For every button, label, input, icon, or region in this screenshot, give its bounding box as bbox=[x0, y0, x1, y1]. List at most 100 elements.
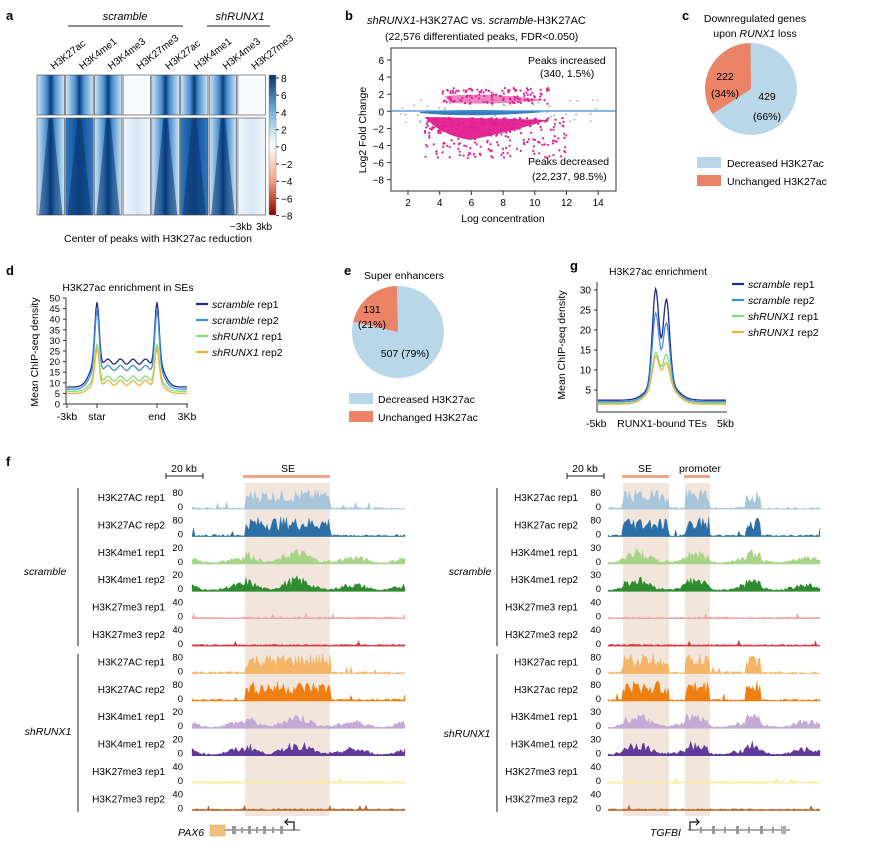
density-d-legend: scramble rep1 scramble rep2 shRUNX1 rep1 sh… bbox=[196, 299, 283, 359]
pie-e-slice1: 507 (79%) bbox=[381, 348, 429, 360]
pie-c-slice2-count: 222 bbox=[716, 71, 734, 83]
ma-point-down bbox=[548, 155, 551, 158]
ma-point-down bbox=[439, 131, 442, 135]
ma-point-down bbox=[563, 136, 566, 140]
density-g-xtick-right: 5kb bbox=[717, 418, 734, 430]
ma-point-up bbox=[487, 89, 490, 92]
ma-point-up bbox=[529, 93, 532, 96]
ma-point-down bbox=[538, 152, 541, 155]
ma-point-up bbox=[452, 91, 455, 95]
ma-point-down bbox=[508, 144, 511, 147]
heatmap-column bbox=[208, 74, 237, 216]
panel-e-title: Super enhancers bbox=[364, 270, 444, 282]
locus-left-se-shade bbox=[245, 483, 330, 816]
ma-point-down bbox=[425, 122, 429, 125]
track-label: H3K27AC rep2 bbox=[98, 520, 166, 531]
ma-point-up bbox=[480, 89, 483, 92]
ma-point-down bbox=[472, 153, 476, 156]
panel-c-letter: c bbox=[682, 8, 689, 23]
density-g-curve bbox=[598, 286, 726, 401]
ma-point-ns bbox=[575, 113, 578, 116]
track-ymax: 80 bbox=[172, 652, 183, 663]
ma-ytick: 6 bbox=[378, 56, 384, 67]
legend-label: shRUNX1 rep1 bbox=[212, 331, 283, 343]
track-label: H3K27me3 rep2 bbox=[92, 794, 165, 805]
colorbar-tick: 8 bbox=[281, 74, 287, 85]
ma-point-ns bbox=[537, 101, 540, 104]
colorbar-tick: −6 bbox=[281, 194, 293, 205]
locus-right-scale-bar bbox=[566, 473, 605, 479]
ma-plot-xlabel: Log concentration bbox=[461, 213, 545, 225]
ma-point-down bbox=[537, 122, 540, 126]
track-label: H3K4me1 rep2 bbox=[511, 575, 579, 586]
ma-point-down bbox=[544, 156, 547, 159]
locus-right-tracks: H3K27ac rep1 80 0 H3K27ac rep2 80 0 H3K4me1 re… bbox=[505, 488, 821, 814]
ma-plot-yticks: 6 4 2 0 −2 −4 −6 −8 bbox=[373, 56, 391, 187]
density-g-ytick: 20 bbox=[580, 326, 592, 337]
ma-point-down bbox=[423, 131, 427, 134]
track-label: H3K4me1 rep1 bbox=[98, 548, 166, 559]
ma-point-up bbox=[525, 91, 528, 94]
ma-point-up bbox=[449, 90, 452, 93]
ma-point-ns bbox=[596, 99, 599, 102]
ma-point-down bbox=[469, 147, 472, 150]
panel-g: g H3K27ac enrichment 30 25 20 15 10 5 -5kb RU… bbox=[556, 258, 819, 430]
density-g-ytick: 15 bbox=[580, 346, 592, 357]
ma-point-down bbox=[458, 150, 461, 153]
track-ymax: 30 bbox=[590, 570, 601, 581]
track-signal bbox=[607, 777, 821, 784]
track-signal bbox=[191, 575, 406, 592]
ma-point-down bbox=[428, 131, 431, 135]
density-d-curves bbox=[67, 302, 187, 395]
track-signal bbox=[191, 777, 406, 784]
ma-point-ns bbox=[449, 102, 451, 105]
ma-point-up bbox=[531, 91, 534, 94]
locus-right-se-label: SE bbox=[638, 463, 652, 475]
ma-point-down bbox=[486, 141, 489, 144]
ma-point-down bbox=[526, 117, 529, 120]
ma-point-up bbox=[543, 98, 546, 102]
ma-plot-xticks: 2 4 6 8 10 12 14 bbox=[405, 191, 604, 209]
track-ymax: 40 bbox=[172, 598, 183, 609]
ma-xtick: 14 bbox=[593, 198, 605, 209]
ma-point-down bbox=[526, 140, 529, 144]
ma-point-down bbox=[563, 132, 566, 135]
track-label: H3K27AC rep1 bbox=[98, 493, 166, 504]
ma-point-down bbox=[448, 156, 451, 159]
density-d-xtick: -3kb bbox=[57, 411, 78, 423]
ma-point-down bbox=[465, 145, 468, 148]
ma-point-up bbox=[539, 88, 542, 91]
track-ymin: 0 bbox=[178, 749, 183, 760]
ma-point-down bbox=[448, 145, 451, 149]
track-label: H3K27AC rep2 bbox=[98, 685, 166, 696]
ma-point-down bbox=[458, 142, 461, 145]
density-d-curve bbox=[67, 346, 187, 395]
density-d-ytick: 45 bbox=[49, 304, 60, 315]
track-ymax: 40 bbox=[172, 625, 183, 636]
locus-right-se-shade bbox=[623, 483, 669, 816]
ma-point-down bbox=[450, 139, 453, 142]
locus-left-gene: PAX6 bbox=[178, 827, 204, 839]
locus-left-group1: scramble bbox=[24, 566, 67, 578]
ma-point-down bbox=[474, 155, 477, 158]
locus-right-promoter-bar bbox=[684, 475, 710, 478]
panel-b-title2: (22,576 differentiated peaks, FDR<0.050) bbox=[385, 31, 578, 43]
ma-point-down bbox=[443, 141, 446, 144]
ma-ytick: 0 bbox=[378, 107, 384, 118]
track-ymin: 0 bbox=[178, 666, 183, 677]
track-ymax: 80 bbox=[590, 488, 601, 499]
colorbar-tick: 4 bbox=[281, 108, 287, 119]
density-d-xticks: -3kb star end 3Kb bbox=[57, 404, 196, 423]
ma-point-down bbox=[551, 142, 555, 145]
track-ymin: 0 bbox=[178, 721, 183, 732]
ma-point-down bbox=[529, 125, 532, 128]
density-g-yticks: 30 25 20 15 10 5 bbox=[580, 286, 597, 397]
ma-point-down bbox=[560, 155, 563, 158]
ma-point-up bbox=[454, 91, 457, 94]
ma-point-down bbox=[437, 129, 440, 133]
track-ymax: 40 bbox=[590, 625, 601, 636]
ma-point-down bbox=[504, 146, 508, 150]
track-ymin: 0 bbox=[596, 612, 601, 623]
ma-point-ns bbox=[569, 120, 571, 123]
